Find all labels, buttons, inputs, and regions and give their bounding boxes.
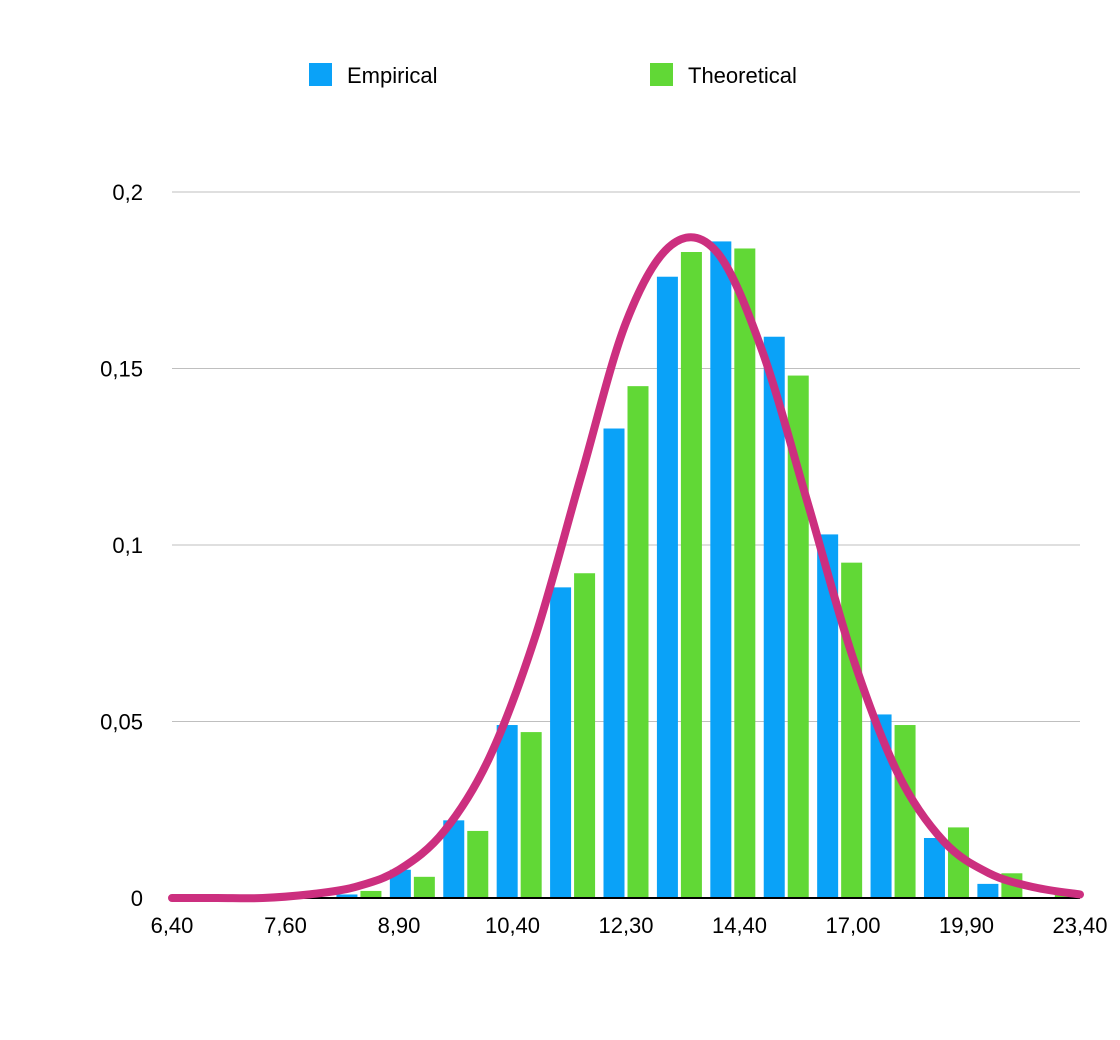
theoretical-bar: [574, 573, 596, 898]
x-tick-label: 12,30: [598, 913, 653, 938]
x-tick-label: 14,40: [712, 913, 767, 938]
empirical-bar: [389, 869, 411, 898]
legend-label-empirical: Empirical: [347, 63, 437, 88]
x-tick-label: 23,40: [1052, 913, 1107, 938]
theoretical-bar: [841, 562, 863, 898]
empirical-bar: [496, 725, 518, 898]
y-axis-tick-labels: 0 0,05 0,1 0,15 0,2: [100, 180, 143, 911]
gridlines: [172, 191, 1080, 722]
y-tick-label: 0,05: [100, 710, 143, 735]
theoretical-bar: [787, 375, 809, 898]
empirical-bar: [870, 714, 892, 898]
theoretical-bar: [413, 876, 435, 898]
theoretical-bar: [680, 252, 702, 898]
empirical-bar: [550, 587, 572, 898]
x-tick-label: 17,00: [825, 913, 880, 938]
empirical-bar: [710, 241, 732, 899]
x-axis-tick-labels: 6,40 7,60 8,90 10,40 12,30 14,40 17,00 19,90 23,…: [151, 913, 1108, 938]
bars: [336, 241, 1076, 899]
legend-swatch-empirical: [309, 63, 332, 86]
y-tick-label: 0,1: [112, 533, 143, 558]
y-tick-label: 0,15: [100, 357, 143, 382]
x-tick-label: 8,90: [378, 913, 421, 938]
empirical-bar: [336, 894, 358, 898]
empirical-bar: [817, 534, 839, 898]
empirical-bar: [763, 336, 785, 899]
x-tick-label: 7,60: [264, 913, 307, 938]
theoretical-bar: [894, 725, 916, 898]
empirical-bar: [656, 276, 678, 899]
x-tick-label: 10,40: [485, 913, 540, 938]
empirical-bar: [443, 820, 465, 898]
empirical-bar: [923, 837, 945, 898]
theoretical-bar: [734, 248, 756, 899]
legend-swatch-theoretical: [650, 63, 673, 86]
density-curve: [168, 233, 1084, 903]
legend: Empirical Theoretical: [309, 63, 797, 88]
theoretical-bar: [520, 732, 542, 898]
legend-label-theoretical: Theoretical: [688, 63, 797, 88]
theoretical-bar: [467, 830, 489, 898]
x-tick-label: 6,40: [151, 913, 194, 938]
empirical-bar: [603, 428, 625, 898]
theoretical-bar: [627, 386, 649, 898]
y-tick-label: 0,2: [112, 180, 143, 205]
theoretical-bar: [947, 827, 969, 898]
empirical-bar: [977, 883, 999, 898]
x-tick-label: 19,90: [939, 913, 994, 938]
y-tick-label: 0: [131, 886, 143, 911]
theoretical-bar: [360, 890, 382, 898]
